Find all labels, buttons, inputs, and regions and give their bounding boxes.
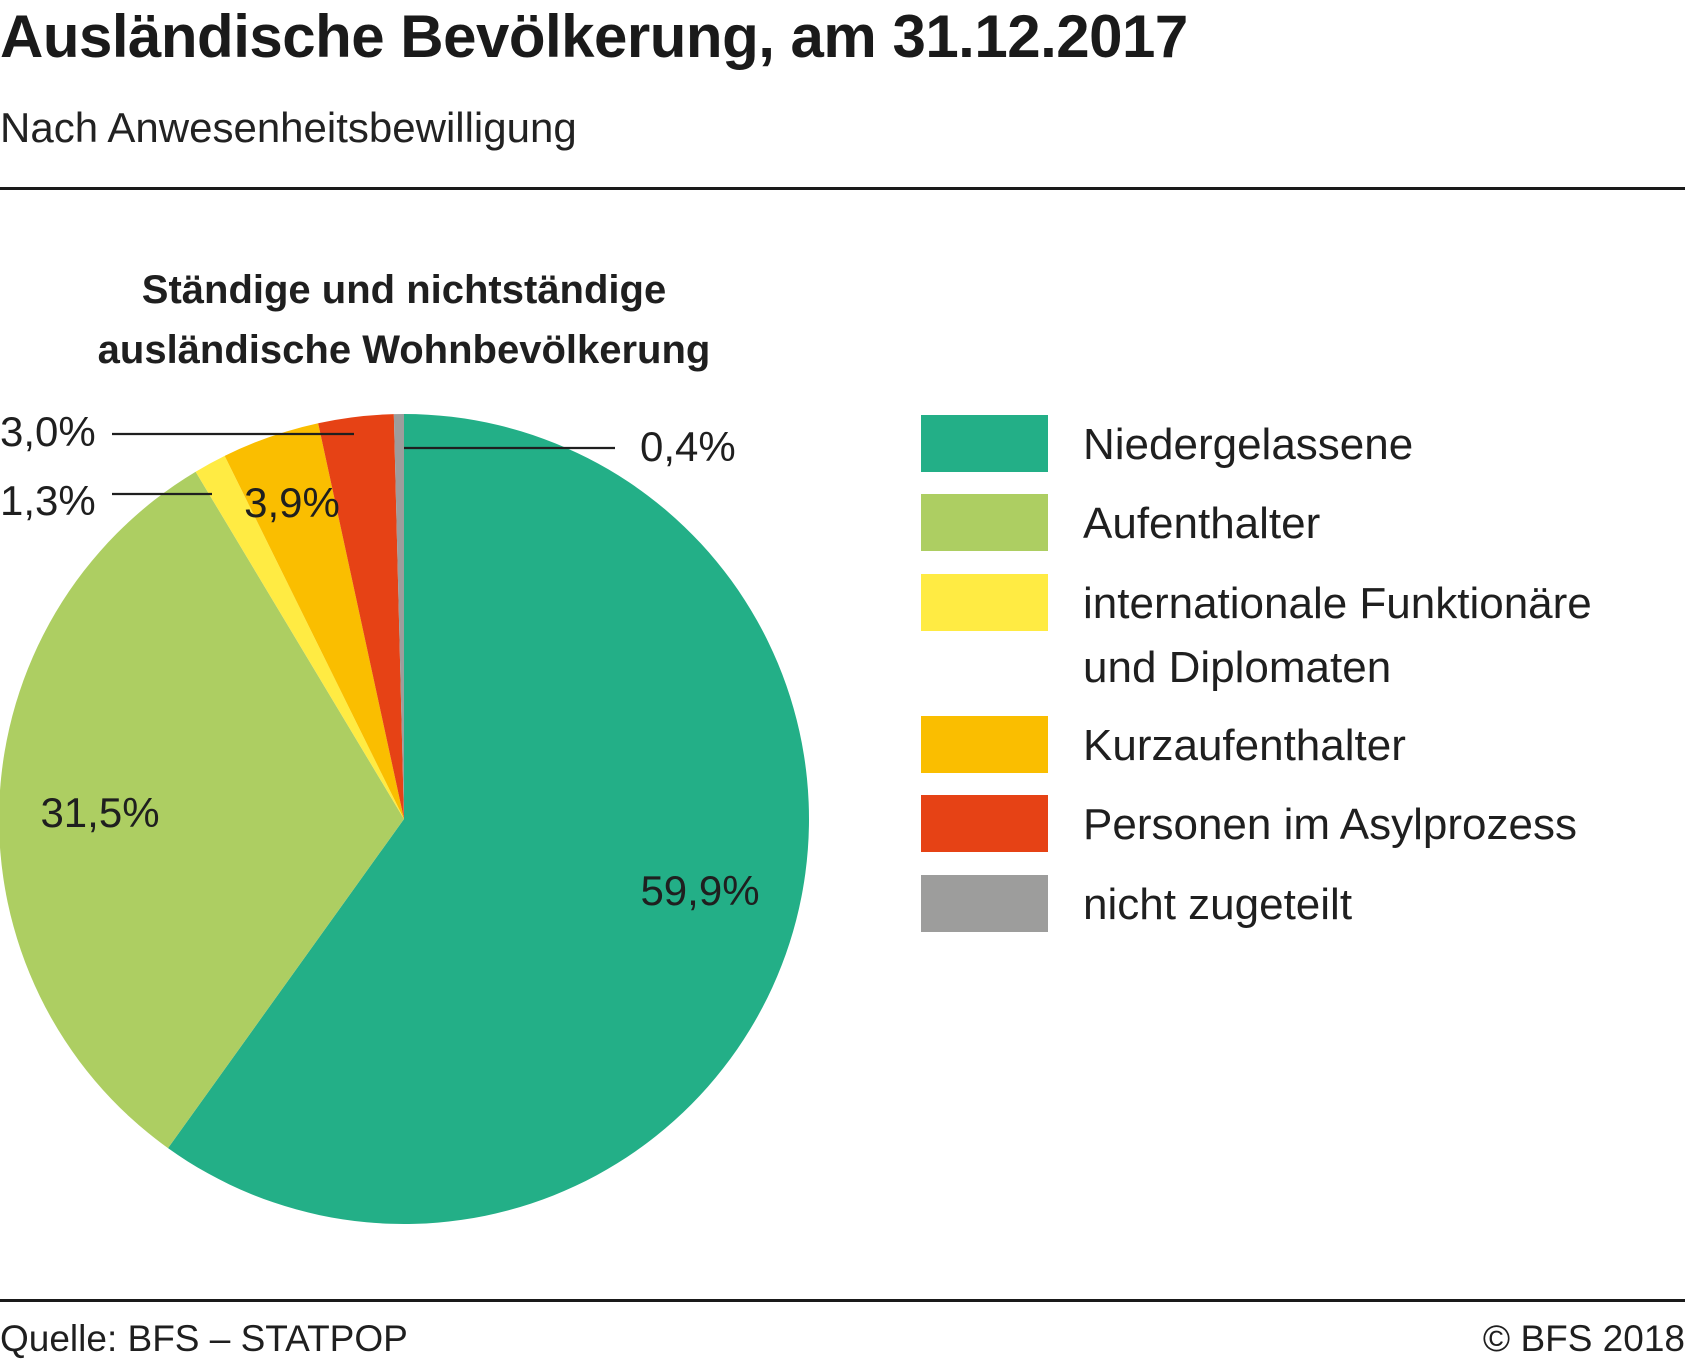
chart-title-main: Ausländische Bevölkerung, am 31.12.2017 (0, 3, 1188, 70)
legend-label: Kurzaufenthalter (1083, 714, 1406, 778)
pie-slice-personen-im-asylprozess (318, 414, 404, 819)
legend-item-asylprozess: Personen im Asylprozess (921, 795, 1577, 852)
legend-label-line: Personen im Asylprozess (1083, 800, 1577, 849)
pie-chart: 59,9% 31,5% 1,3% 3,9% 3,0% 0,4% (0, 408, 809, 1224)
legend-item-aufenthalter: Aufenthalter (921, 494, 1320, 551)
slice-data-label: 1,3% (0, 477, 96, 524)
legend-label: nicht zugeteilt (1083, 873, 1352, 937)
pie-title: Ständige und nichtständige ausländische … (0, 260, 808, 380)
copyright-note: © BFS 2018 (1482, 1318, 1685, 1359)
legend-item-kurzaufenthalter: Kurzaufenthalter (921, 716, 1406, 773)
slice-data-label: 0,4% (640, 423, 736, 470)
legend-label-line: Aufenthalter (1083, 499, 1321, 548)
slice-data-label: 59,9% (640, 867, 759, 914)
slice-data-label: 3,0% (0, 408, 96, 455)
legend-swatch (921, 716, 1048, 773)
bottom-divider (0, 1299, 1685, 1302)
pie-slice-kurzaufenthalter (224, 423, 404, 819)
legend-swatch (921, 415, 1048, 472)
legend-label: Niedergelassene (1083, 413, 1413, 477)
legend-item-niedergelassene: Niedergelassene (921, 415, 1413, 472)
pie-title-line-1: Ständige und nichtständige (141, 268, 667, 312)
pie-slice-aufenthalter (0, 471, 404, 1149)
slice-data-label: 31,5% (40, 789, 159, 836)
legend-label: internationale Funktionäre und Diplomate… (1083, 572, 1592, 700)
source-note: Quelle: BFS – STATPOP (0, 1318, 408, 1359)
legend-label-line: Kurzaufenthalter (1083, 721, 1406, 770)
legend-item-nicht-zugeteilt: nicht zugeteilt (921, 875, 1352, 932)
top-divider (0, 187, 1685, 190)
legend-label-line: und Diplomaten (1083, 643, 1392, 692)
pie-slice-internationale-funktion-re-und-diplomaten (195, 455, 404, 819)
legend-label-line: internationale Funktionäre (1083, 579, 1592, 628)
legend-label-line: nicht zugeteilt (1083, 880, 1353, 929)
legend-swatch (921, 875, 1048, 932)
chart-subtitle: Nach Anwesenheitsbewilligung (0, 104, 577, 151)
pie-title-line-2: ausländische Wohnbevölkerung (97, 328, 711, 372)
pie-slice-nicht-zugeteilt (393, 414, 404, 819)
legend-label: Aufenthalter (1083, 492, 1320, 556)
legend-swatch (921, 574, 1048, 631)
legend-swatch (921, 795, 1048, 852)
pie-slice-niedergelassene (168, 414, 809, 1224)
legend-label-line: Niedergelassene (1083, 420, 1414, 469)
legend-item-internationale-funktionaere: internationale Funktionäre und Diplomate… (921, 574, 1592, 692)
legend-swatch (921, 494, 1048, 551)
slice-data-label: 3,9% (244, 479, 340, 526)
legend-label: Personen im Asylprozess (1083, 793, 1577, 857)
